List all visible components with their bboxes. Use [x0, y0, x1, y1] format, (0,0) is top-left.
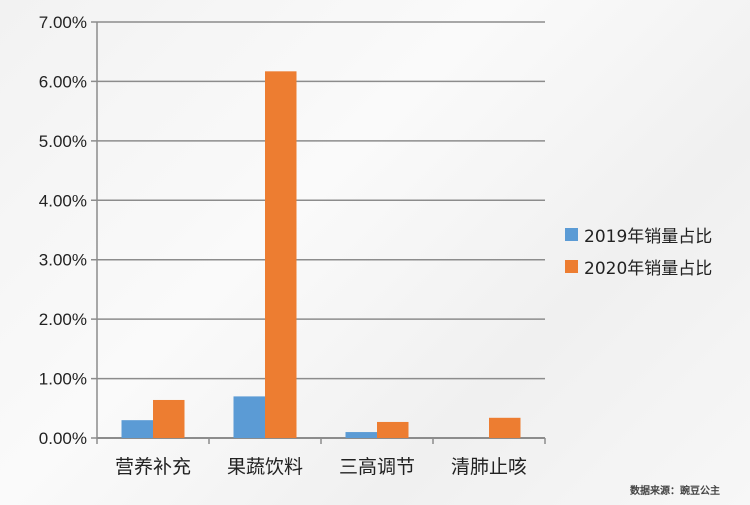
x-tick-label: 清肺止咳 — [451, 456, 527, 478]
y-tick-label: 5.00% — [39, 132, 87, 151]
bar-2019 — [345, 432, 377, 438]
y-tick-label: 6.00% — [39, 72, 87, 91]
legend-item-2020: 2020年销量占比 — [565, 250, 712, 282]
bar-2020 — [265, 71, 297, 438]
y-tick-label: 1.00% — [39, 370, 87, 389]
y-tick-label: 0.00% — [39, 429, 87, 448]
legend-label-2020: 2020年销量占比 — [584, 258, 713, 279]
legend-label-2019: 2019年销量占比 — [584, 226, 713, 247]
y-tick-label: 7.00% — [39, 13, 87, 32]
bar-2019 — [121, 420, 153, 438]
bar-2019 — [233, 396, 265, 438]
legend-swatch-2020 — [565, 259, 578, 273]
y-tick-label: 4.00% — [39, 191, 87, 210]
bar-2020 — [489, 417, 521, 438]
y-tick-label: 2.00% — [39, 310, 87, 329]
x-tick-label: 营养补充 — [115, 456, 191, 478]
x-tick-label: 果蔬饮料 — [227, 456, 303, 478]
bar-2020 — [153, 399, 185, 438]
legend-swatch-2019 — [565, 227, 578, 241]
legend-item-2019: 2019年销量占比 — [565, 218, 712, 250]
legend: 2019年销量占比 2020年销量占比 — [565, 218, 712, 282]
y-tick-label: 3.00% — [39, 251, 87, 270]
bar-2020 — [377, 421, 409, 438]
x-tick-label: 三高调节 — [339, 456, 415, 478]
data-source: 数据来源：豌豆公主 — [630, 486, 720, 497]
